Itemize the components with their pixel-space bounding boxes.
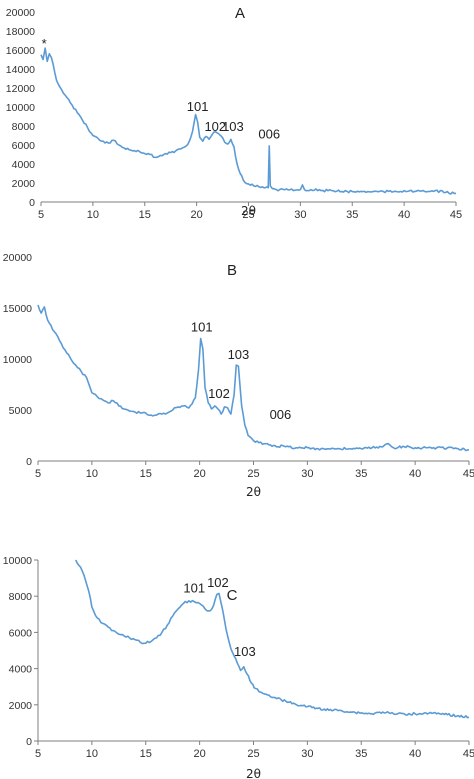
y-tick-label: 15000 [3, 303, 32, 315]
y-tick-label: 6000 [12, 140, 36, 152]
y-tick-label: 20000 [3, 252, 32, 264]
y-tick-label: 4000 [9, 664, 33, 676]
x-tick-label: 40 [409, 468, 421, 480]
peak-label: 006 [270, 407, 292, 422]
y-tick-label: 0 [29, 197, 35, 209]
x-tick-label: 35 [355, 468, 367, 480]
x-axis-label: 2θ [241, 204, 256, 218]
panel-title: A [235, 5, 245, 22]
panel-title: B [227, 262, 237, 279]
x-tick-label: 10 [86, 748, 98, 760]
peak-label: 103 [228, 347, 250, 362]
x-tick-label: 10 [86, 468, 98, 480]
y-tick-label: 14000 [6, 64, 35, 76]
peak-label: 102 [204, 119, 226, 134]
y-tick-label: 5000 [9, 405, 33, 417]
y-tick-label: 20000 [6, 7, 35, 19]
x-tick-label: 35 [355, 748, 367, 760]
chart-panel-c: 5 10 15 20 25 30 35 40 45 0 2000 4000 6000 8000 10000 1… [3, 555, 474, 779]
peak-label: 006 [258, 126, 280, 141]
chart-panel-a: 5 10 15 20 25 30 35 40 45 0 2000 4000 6000 8000 10000 1… [6, 5, 462, 221]
y-tick-label: 0 [26, 456, 32, 468]
y-tick-label: 0 [26, 736, 32, 748]
x-tick-label: 25 [247, 748, 259, 760]
peak-label: 103 [234, 644, 256, 659]
y-tick-label: 2000 [12, 178, 36, 190]
y-tick-label: 12000 [6, 83, 35, 95]
x-tick-label: 45 [450, 209, 462, 221]
x-tick-label: 20 [194, 468, 206, 480]
y-tick-label: 10000 [3, 354, 32, 366]
chart-panel-b: 5 10 15 20 25 30 35 40 45 0 5000 10000 15000 20000 101… [3, 252, 474, 499]
x-tick-label: 40 [398, 209, 410, 221]
x-tick-label: 5 [35, 468, 41, 480]
x-axis-label: 2θ [246, 767, 261, 779]
x-tick-label: 15 [140, 748, 152, 760]
x-tick-label: 30 [301, 468, 313, 480]
y-tick-label: 10000 [3, 555, 32, 567]
x-tick-label: 15 [140, 468, 152, 480]
peak-label: 102 [207, 575, 229, 590]
asterisk-marker: * [42, 36, 47, 51]
x-tick-label: 20 [191, 209, 203, 221]
peak-label: 101 [183, 581, 205, 596]
y-tick-label: 6000 [9, 627, 33, 639]
peak-label: 101 [187, 99, 209, 114]
y-tick-label: 8000 [12, 121, 36, 133]
x-tick-label: 30 [301, 748, 313, 760]
xrd-pattern-line [74, 559, 470, 719]
x-tick-label: 20 [194, 748, 206, 760]
x-tick-label: 45 [463, 748, 474, 760]
y-tick-label: 16000 [6, 45, 35, 57]
x-tick-label: 35 [346, 209, 358, 221]
x-tick-label: 10 [87, 209, 99, 221]
x-tick-label: 5 [38, 209, 44, 221]
x-tick-label: 25 [247, 468, 259, 480]
panel-title: C [227, 587, 238, 604]
x-tick-label: 40 [409, 748, 421, 760]
peak-label: 101 [191, 319, 213, 334]
peak-label: 103 [222, 119, 244, 134]
x-tick-label: 5 [35, 748, 41, 760]
x-tick-label: 30 [294, 209, 306, 221]
y-tick-label: 4000 [12, 159, 36, 171]
x-tick-label: 45 [463, 468, 474, 480]
x-axis-label: 2θ [246, 485, 261, 499]
x-tick-label: 25 [242, 209, 254, 221]
x-tick-label: 15 [139, 209, 151, 221]
y-tick-label: 10000 [6, 102, 35, 114]
peak-label: 102 [208, 386, 230, 401]
y-tick-label: 18000 [6, 26, 35, 38]
y-tick-label: 2000 [9, 700, 33, 712]
xrd-pattern-line [40, 47, 457, 195]
xrd-pattern-line [37, 304, 470, 452]
y-tick-label: 8000 [9, 591, 33, 603]
